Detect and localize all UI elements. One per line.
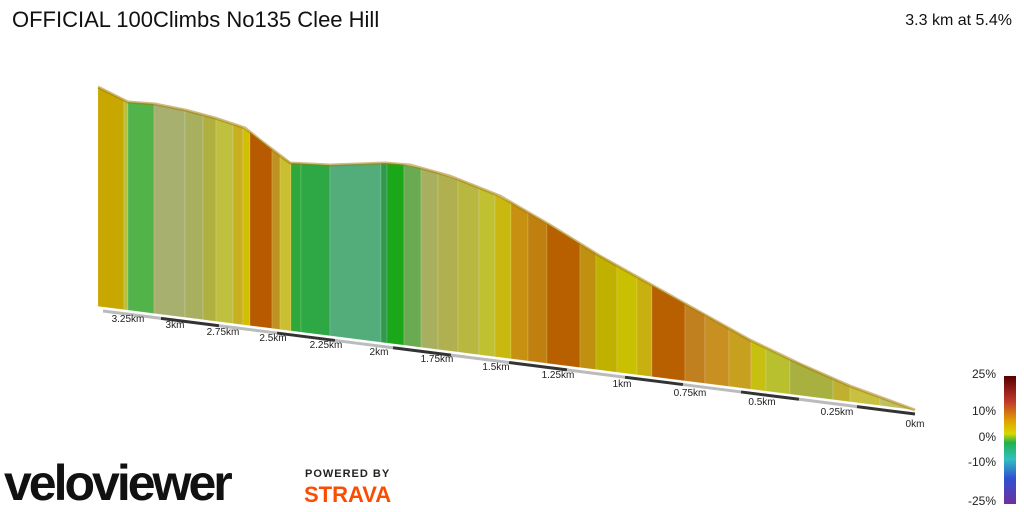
- distance-label: 0.25km: [821, 407, 854, 418]
- profile-segment: [215, 117, 234, 324]
- base-strip: [508, 361, 568, 372]
- distance-label: 0.75km: [674, 388, 707, 399]
- profile-segment: [789, 358, 834, 400]
- profile-segment: [437, 172, 459, 353]
- profile-segment: [232, 123, 244, 326]
- profile-segment: [249, 131, 273, 329]
- gradient-label: 10%: [972, 404, 996, 418]
- profile-segment: [420, 167, 439, 350]
- profile-ridge: [97, 85, 916, 412]
- base-strip: [392, 346, 452, 357]
- base-strip: [334, 338, 394, 350]
- distance-label: 3km: [166, 320, 185, 331]
- profile-segment: [279, 154, 292, 332]
- profile-segment: [97, 86, 125, 311]
- distance-axis: 3.25km 3km 2.75km 2.5km 2.25km 2km 1.75km 1.5km…: [112, 314, 925, 430]
- base-strip: [682, 383, 742, 394]
- gradient-scale-bar: [1004, 376, 1016, 504]
- base-strip: [624, 375, 684, 387]
- profile-segment: [579, 243, 597, 370]
- powered-by: POWERED BY: [305, 468, 390, 480]
- profile-segment: [546, 222, 581, 368]
- distance-label: 0km: [906, 419, 925, 430]
- profile-segment: [527, 211, 548, 364]
- distance-label: 1.25km: [542, 370, 575, 381]
- gradient-label: 25%: [972, 367, 996, 381]
- profile-segment: [684, 303, 706, 384]
- base-strip: [740, 390, 800, 401]
- profile-segment: [457, 178, 480, 356]
- profile-segment: [271, 148, 281, 330]
- base-strip: [798, 397, 858, 409]
- distance-label: 1.75km: [421, 354, 454, 365]
- profile-segment: [595, 253, 618, 373]
- distance-label: 1km: [613, 379, 632, 390]
- base-strip: [218, 324, 278, 335]
- summary: 3.3 km at 5.4%: [905, 12, 1012, 29]
- distance-label: 2.25km: [310, 340, 343, 351]
- gradient-label: -10%: [968, 455, 996, 469]
- gradient-label: 0%: [979, 430, 997, 444]
- profile-segment: [403, 164, 422, 348]
- profile-segment: [290, 162, 302, 333]
- profile-segment: [242, 126, 251, 326]
- profile-segment: [478, 187, 496, 358]
- title: OFFICIAL 100Climbs No135 Clee Hill: [12, 7, 379, 32]
- profile-segment: [636, 276, 653, 377]
- profile-segment: [300, 163, 331, 337]
- profile-segment: [153, 103, 186, 318]
- profile-segment: [494, 193, 512, 360]
- distance-label: 2km: [370, 347, 389, 358]
- profile-segment: [616, 265, 638, 376]
- distance-label: 3.25km: [112, 314, 145, 325]
- base-strip: [160, 316, 220, 328]
- distance-label: 2.5km: [259, 333, 286, 344]
- base-strip: [856, 405, 916, 416]
- veloviewer-logo: veloviewer: [4, 455, 232, 511]
- profile-segment: [380, 162, 388, 344]
- profile-segment: [184, 109, 204, 321]
- distance-label: 0.5km: [748, 397, 775, 408]
- profile-segment: [123, 99, 129, 311]
- profile-segment: [386, 162, 405, 346]
- profile-segment: [202, 114, 217, 322]
- distance-label: 2.75km: [207, 327, 240, 338]
- base-strip: [566, 368, 626, 379]
- elevation-profile: [97, 85, 916, 416]
- profile-segment: [329, 162, 382, 343]
- distance-label: 1.5km: [482, 362, 509, 373]
- gradient-scale: 25% 10% 0% -10% -25%: [968, 367, 996, 508]
- gradient-label: -25%: [968, 494, 996, 508]
- base-strip: [102, 309, 162, 320]
- profile-segment: [127, 101, 155, 314]
- strava-logo: STRAVA: [304, 482, 391, 507]
- profile-segment: [510, 201, 529, 362]
- base-strip: [276, 331, 336, 342]
- base-strip: [450, 353, 510, 364]
